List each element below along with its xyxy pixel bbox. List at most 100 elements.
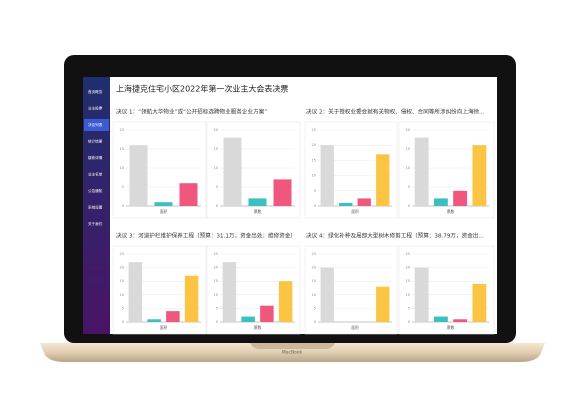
y-tick-label: 10 bbox=[214, 293, 218, 297]
bar bbox=[179, 183, 198, 206]
y-tick-label: 15 bbox=[214, 147, 218, 151]
bar bbox=[433, 198, 448, 206]
bar bbox=[278, 281, 293, 322]
y-tick-label: 0 bbox=[122, 320, 124, 324]
resolution-title: 决议 3：河道护栏维护保养工程（预算：31.1万，资金出处：维修资金） bbox=[116, 232, 296, 240]
page-title: 上海捷克住宅小区2022年第一次业主大会表决票 bbox=[116, 84, 288, 94]
x-axis-label: 面积 bbox=[160, 325, 168, 330]
x-axis-label: 票数 bbox=[254, 209, 262, 214]
y-tick-label: 10 bbox=[406, 293, 410, 297]
bar bbox=[453, 190, 468, 206]
y-tick-label: 20 bbox=[214, 128, 218, 132]
bar bbox=[241, 316, 255, 322]
y-tick-label: 0 bbox=[216, 320, 218, 324]
bar bbox=[320, 267, 334, 322]
y-tick-label: 15 bbox=[312, 158, 316, 162]
y-tick-label: 0 bbox=[216, 204, 218, 208]
y-tick-label: 5 bbox=[216, 185, 218, 189]
bar bbox=[376, 154, 390, 206]
bar bbox=[128, 262, 143, 322]
y-tick-label: 10 bbox=[406, 166, 410, 170]
y-tick-label: 15 bbox=[214, 279, 218, 283]
y-tick-label: 10 bbox=[312, 174, 316, 178]
y-tick-label: 20 bbox=[214, 266, 218, 270]
bar bbox=[414, 137, 429, 206]
bar bbox=[147, 319, 161, 322]
bar bbox=[414, 267, 429, 322]
sidebar-item[interactable]: 业主名单 bbox=[88, 172, 103, 177]
y-tick-label: 5 bbox=[314, 189, 316, 193]
sidebar-item[interactable]: 首页概览 bbox=[88, 89, 103, 94]
bar bbox=[184, 275, 199, 322]
y-tick-label: 5 bbox=[408, 185, 410, 189]
y-tick-label: 20 bbox=[406, 128, 410, 132]
laptop-base bbox=[40, 343, 545, 362]
bar bbox=[248, 198, 267, 206]
sidebar-active bbox=[84, 119, 109, 131]
y-tick-label: 5 bbox=[216, 306, 218, 310]
bar bbox=[222, 262, 237, 322]
bar bbox=[339, 202, 353, 206]
bar bbox=[472, 145, 487, 206]
y-tick-label: 10 bbox=[120, 293, 124, 297]
y-tick-label: 15 bbox=[406, 147, 410, 151]
y-tick-label: 20 bbox=[120, 128, 124, 132]
resolution-title: 决议 1：“领航大华物业”或“公开招标选聘物业服务企业方案” bbox=[116, 108, 267, 116]
y-tick-label: 5 bbox=[122, 306, 124, 310]
y-tick-label: 0 bbox=[408, 320, 410, 324]
y-tick-label: 25 bbox=[312, 252, 316, 256]
y-tick-label: 0 bbox=[408, 204, 410, 208]
x-axis-label: 面积 bbox=[351, 325, 359, 330]
sidebar-item[interactable]: 业主投票 bbox=[88, 106, 103, 111]
bar bbox=[376, 286, 390, 322]
bar bbox=[433, 316, 448, 322]
y-tick-label: 20 bbox=[120, 266, 124, 270]
x-axis-label: 面积 bbox=[351, 209, 359, 214]
bar bbox=[472, 283, 487, 322]
x-axis-label: 票数 bbox=[447, 325, 455, 330]
y-tick-label: 5 bbox=[314, 306, 316, 310]
x-axis-label: 面积 bbox=[160, 209, 168, 214]
y-tick-label: 20 bbox=[312, 143, 316, 147]
y-tick-label: 0 bbox=[314, 204, 316, 208]
bar bbox=[223, 137, 242, 206]
y-tick-label: 25 bbox=[214, 252, 218, 256]
resolution-title: 决议 2：关于授权业委会就有关物权、侵权、合同等所涉纠纷向上海徐... bbox=[306, 108, 485, 116]
sidebar-item[interactable]: 楼栋详情 bbox=[88, 155, 103, 160]
y-tick-label: 10 bbox=[214, 166, 218, 170]
sidebar-item[interactable]: 统计结果 bbox=[88, 139, 103, 144]
bar bbox=[453, 319, 468, 322]
x-axis-label: 票数 bbox=[254, 325, 262, 330]
y-tick-label: 25 bbox=[406, 252, 410, 256]
bar bbox=[154, 202, 173, 206]
y-tick-label: 20 bbox=[312, 266, 316, 270]
sidebar-item[interactable]: 关于我们 bbox=[88, 221, 103, 226]
sidebar-item[interactable]: 决议列表 bbox=[88, 122, 103, 127]
y-tick-label: 25 bbox=[312, 128, 316, 132]
y-tick-label: 25 bbox=[120, 252, 124, 256]
y-tick-label: 15 bbox=[312, 279, 316, 283]
y-tick-label: 10 bbox=[120, 166, 124, 170]
device-label: MacBook bbox=[282, 350, 303, 356]
y-tick-label: 15 bbox=[120, 147, 124, 151]
x-axis-label: 票数 bbox=[447, 209, 455, 214]
bar bbox=[260, 305, 274, 322]
bar bbox=[357, 198, 371, 206]
bar bbox=[129, 145, 148, 206]
base-notch bbox=[250, 343, 335, 349]
resolution-title: 决议 4：绿化补种及局部大型树木修剪工程（预算：38.79万，资金出... bbox=[306, 232, 484, 240]
y-tick-label: 10 bbox=[312, 293, 316, 297]
y-tick-label: 0 bbox=[122, 204, 124, 208]
sidebar-item[interactable]: 公告通知 bbox=[88, 188, 103, 193]
bar bbox=[320, 145, 334, 206]
y-tick-label: 15 bbox=[406, 279, 410, 283]
y-tick-label: 5 bbox=[122, 185, 124, 189]
bar bbox=[166, 311, 180, 322]
y-tick-label: 0 bbox=[314, 320, 316, 324]
y-tick-label: 20 bbox=[406, 266, 410, 270]
sidebar-item[interactable]: 系统设置 bbox=[88, 205, 103, 210]
bar bbox=[273, 179, 292, 206]
y-tick-label: 15 bbox=[120, 279, 124, 283]
